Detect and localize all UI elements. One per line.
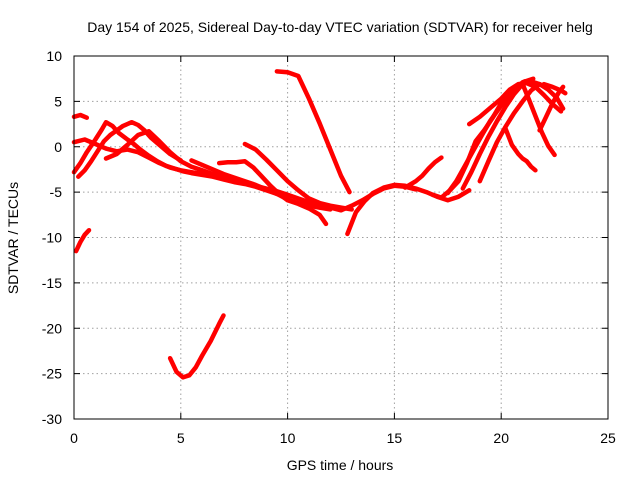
series-arc-20 xyxy=(503,126,538,173)
axis-ticks: 0 5 10 15 20 25 -30 -25 -20 -15 -10 -5 0 5 10 xyxy=(42,48,616,446)
series-arc-04 xyxy=(71,119,290,200)
y-tick-label: -30 xyxy=(42,411,62,427)
x-tick-label: 25 xyxy=(600,430,616,446)
x-tick-label: 20 xyxy=(493,430,509,446)
y-tick-label: -5 xyxy=(50,184,63,200)
y-tick-label: -20 xyxy=(42,320,62,336)
y-axis-label: SDTVAR / TECUs xyxy=(5,182,21,294)
series-arc-01 xyxy=(71,112,90,120)
series-arc-05 xyxy=(76,119,184,179)
grid-lines xyxy=(74,56,608,419)
y-tick-label: 5 xyxy=(54,93,62,109)
x-tick-label: 10 xyxy=(280,430,296,446)
x-tick-label: 15 xyxy=(387,430,403,446)
y-tick-label: -25 xyxy=(42,366,62,382)
y-tick-label: 10 xyxy=(46,48,62,64)
series-arc-08 xyxy=(189,158,333,212)
chart-title: Day 154 of 2025, Sidereal Day-to-day VTE… xyxy=(87,19,593,35)
x-axis-label: GPS time / hours xyxy=(287,457,394,473)
series-arc-09 xyxy=(216,159,329,227)
series-arc-10 xyxy=(242,141,354,212)
series-arc-06 xyxy=(103,129,237,184)
series-arc-11 xyxy=(274,69,352,195)
series-arc-23 xyxy=(541,81,568,96)
y-tick-label: -10 xyxy=(42,230,62,246)
series-arc-07 xyxy=(167,313,226,380)
series-arc-02 xyxy=(73,227,92,254)
x-tick-label: 0 xyxy=(70,430,78,446)
series-arc-15 xyxy=(430,76,536,200)
series-arc-21 xyxy=(520,81,557,158)
series-arc-14 xyxy=(402,155,444,190)
series-arc-19 xyxy=(466,80,564,127)
x-tick-label: 5 xyxy=(177,430,185,446)
y-tick-label: 0 xyxy=(54,139,62,155)
y-tick-label: -15 xyxy=(42,275,62,291)
data-series xyxy=(71,69,568,380)
